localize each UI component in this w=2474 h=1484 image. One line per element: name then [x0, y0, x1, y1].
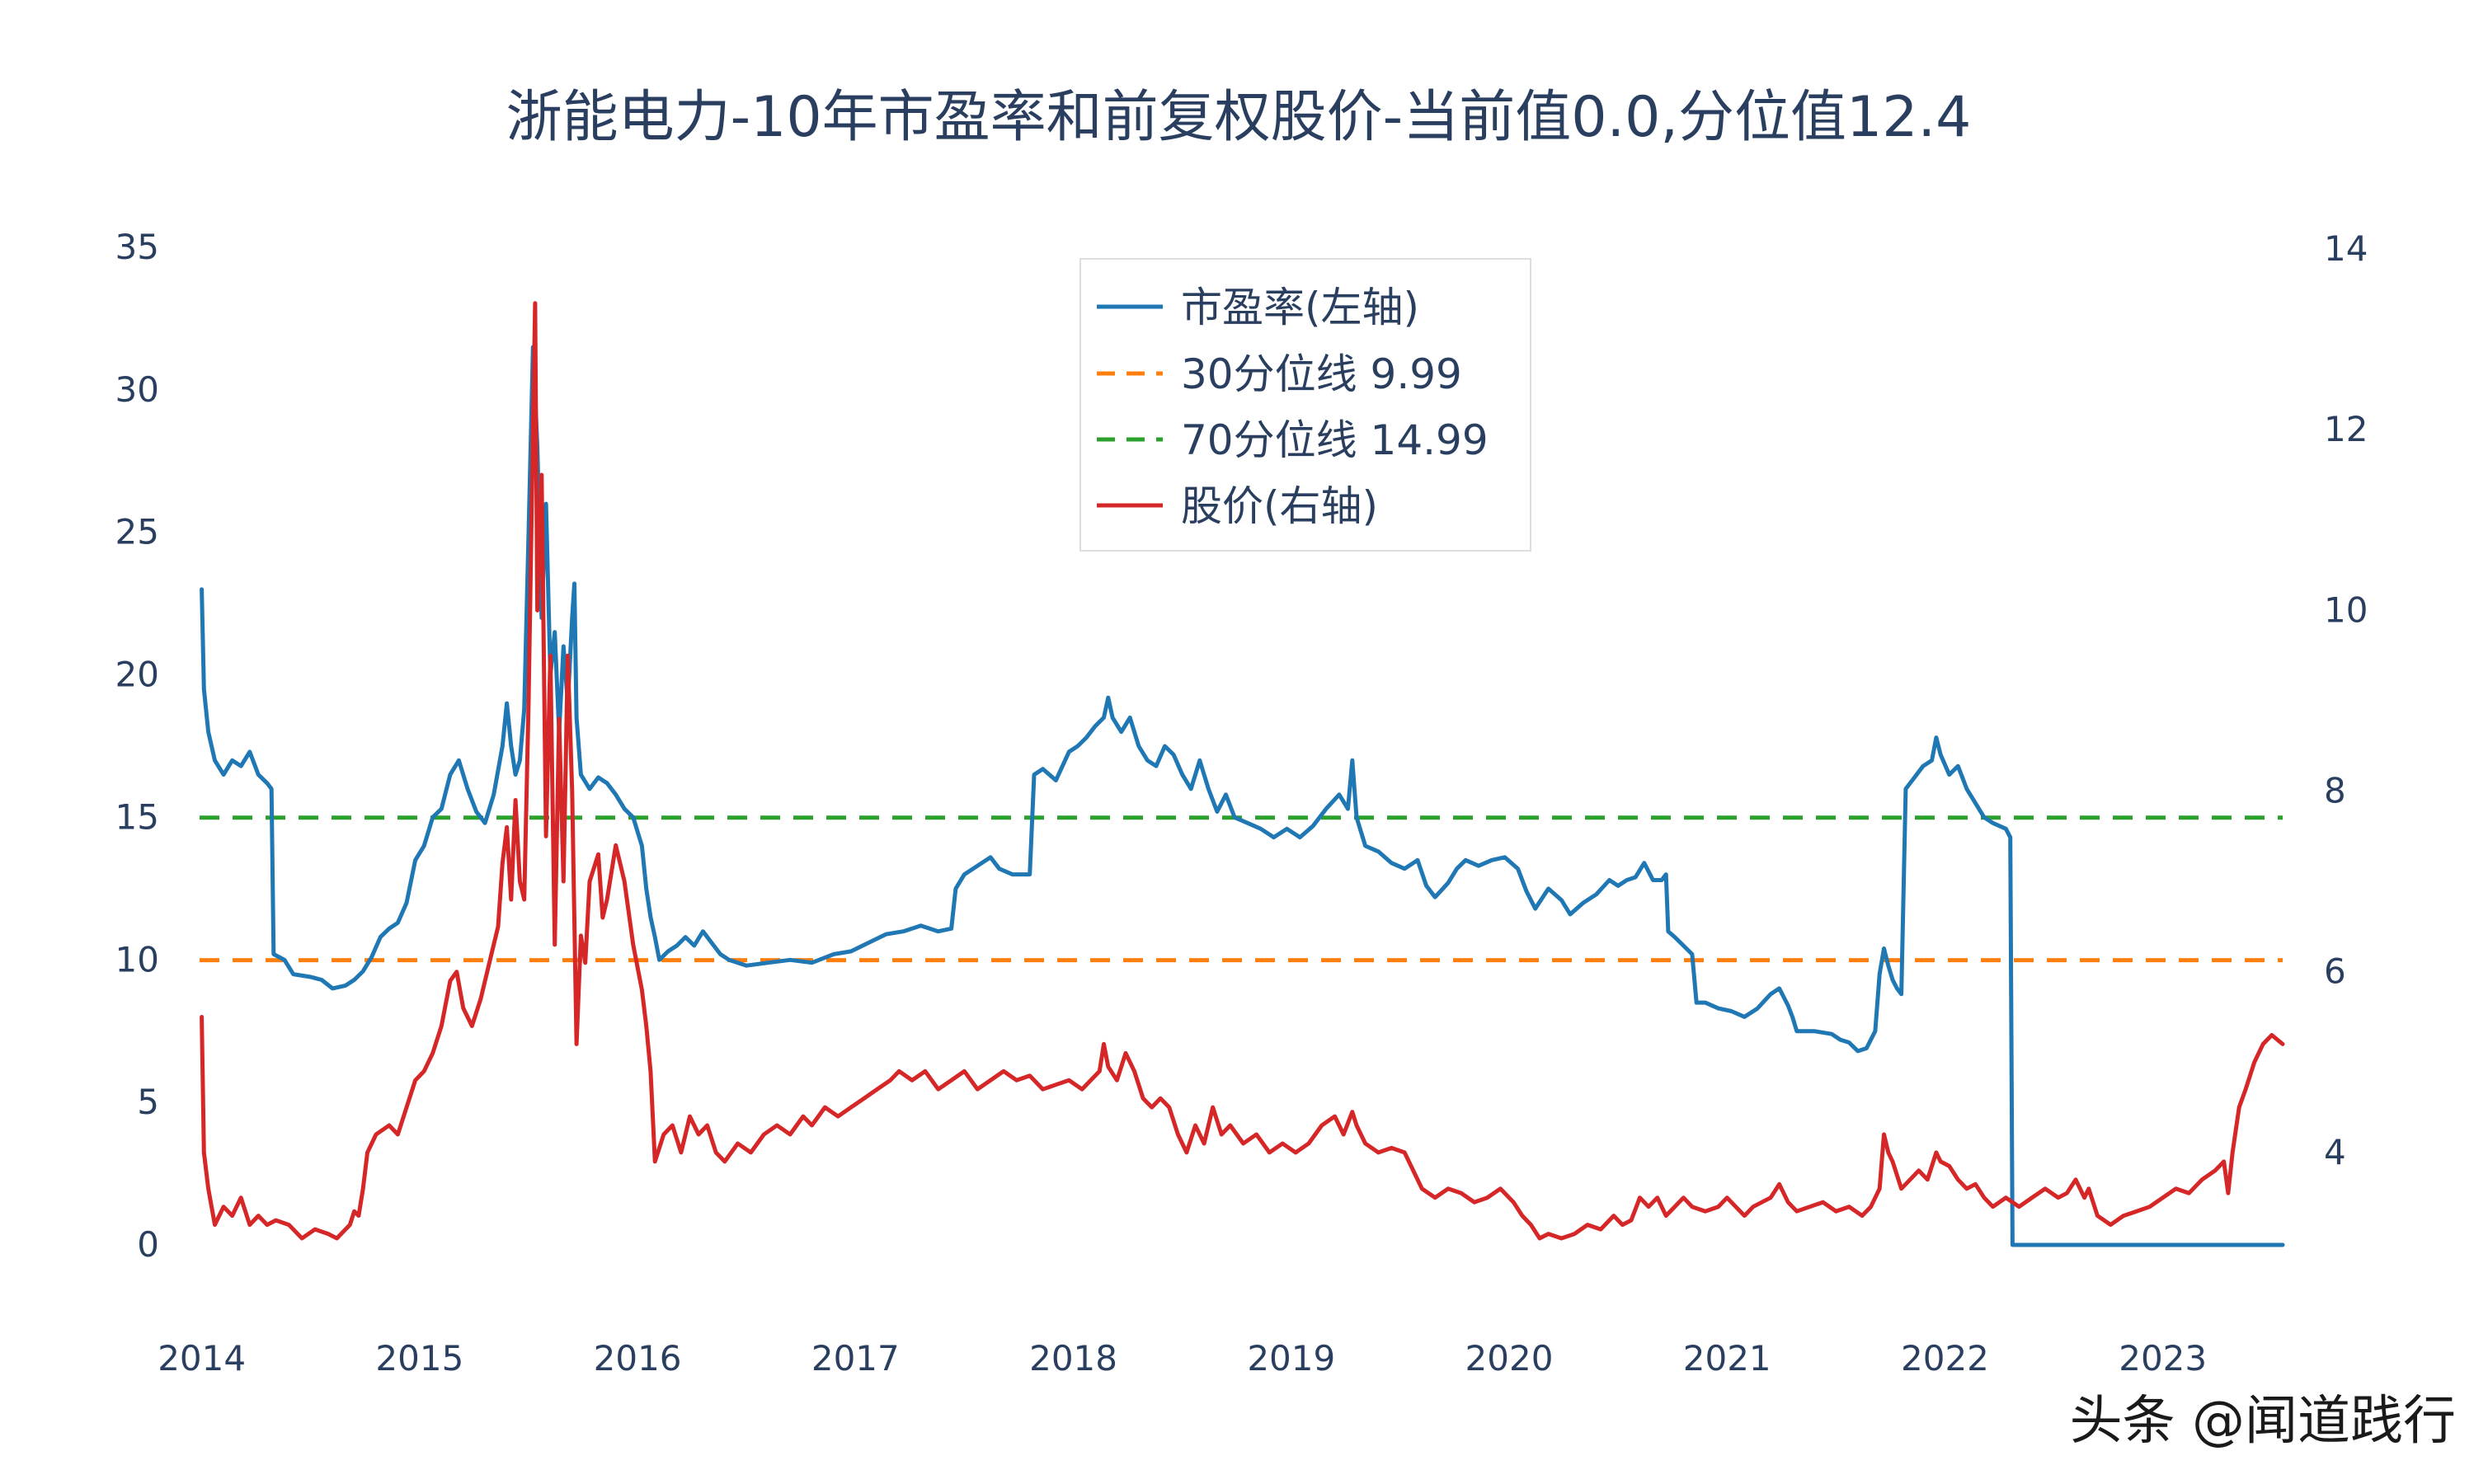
y-right-tick-label: 4 — [2324, 1132, 2346, 1172]
plot-area — [200, 301, 2285, 1247]
y-right-tick-label: 14 — [2324, 228, 2368, 269]
legend-entry-p70: 70分位线 14.99 — [1181, 416, 1489, 464]
x-tick-label: 2014 — [158, 1338, 246, 1378]
y-right-tick-label: 6 — [2324, 951, 2346, 992]
y-left-tick-label: 15 — [115, 796, 159, 837]
series-line-pe — [200, 345, 2285, 1247]
legend-entry-p30: 30分位线 9.99 — [1181, 350, 1462, 398]
y-left-axis: 0 5 10 15 20 25 30 35 — [115, 227, 159, 1265]
series-line-price — [200, 301, 2285, 1241]
legend: 市盈率(左轴) 30分位线 9.99 70分位线 14.99 股价(右轴) — [1079, 258, 1531, 552]
x-tick-label: 2019 — [1247, 1338, 1335, 1378]
y-right-axis: 4 6 8 10 12 14 — [2324, 228, 2368, 1172]
y-left-tick-label: 35 — [115, 227, 159, 267]
y-left-tick-label: 20 — [115, 655, 159, 695]
x-tick-label: 2023 — [2119, 1338, 2207, 1378]
x-tick-label: 2015 — [375, 1338, 463, 1378]
y-right-tick-label: 12 — [2324, 409, 2368, 449]
series-lines — [200, 301, 2285, 1247]
watermark: 头条 @闻道践行 — [2070, 1391, 2456, 1452]
y-left-tick-label: 0 — [137, 1224, 159, 1265]
x-axis: 2014 2015 2016 2017 2018 2019 2020 2021 2022 2023 — [158, 1338, 2207, 1378]
chart-title: 浙能电力-10年市盈率和前复权股价-当前值0.0,分位值12.4 — [506, 85, 1972, 150]
y-left-tick-label: 5 — [137, 1082, 159, 1122]
x-tick-label: 2022 — [1901, 1338, 1989, 1378]
legend-entry-price: 股价(右轴) — [1181, 482, 1378, 530]
y-left-tick-label: 10 — [115, 939, 159, 979]
y-left-tick-label: 30 — [115, 369, 159, 410]
y-right-tick-label: 10 — [2324, 589, 2368, 630]
x-tick-label: 2020 — [1465, 1338, 1554, 1378]
legend-entry-pe: 市盈率(左轴) — [1181, 284, 1419, 331]
x-tick-label: 2016 — [594, 1338, 682, 1378]
y-left-tick-label: 25 — [115, 512, 159, 552]
y-right-tick-label: 8 — [2324, 771, 2346, 811]
x-tick-label: 2017 — [811, 1338, 900, 1378]
x-tick-label: 2018 — [1029, 1338, 1117, 1378]
x-tick-label: 2021 — [1683, 1338, 1771, 1378]
